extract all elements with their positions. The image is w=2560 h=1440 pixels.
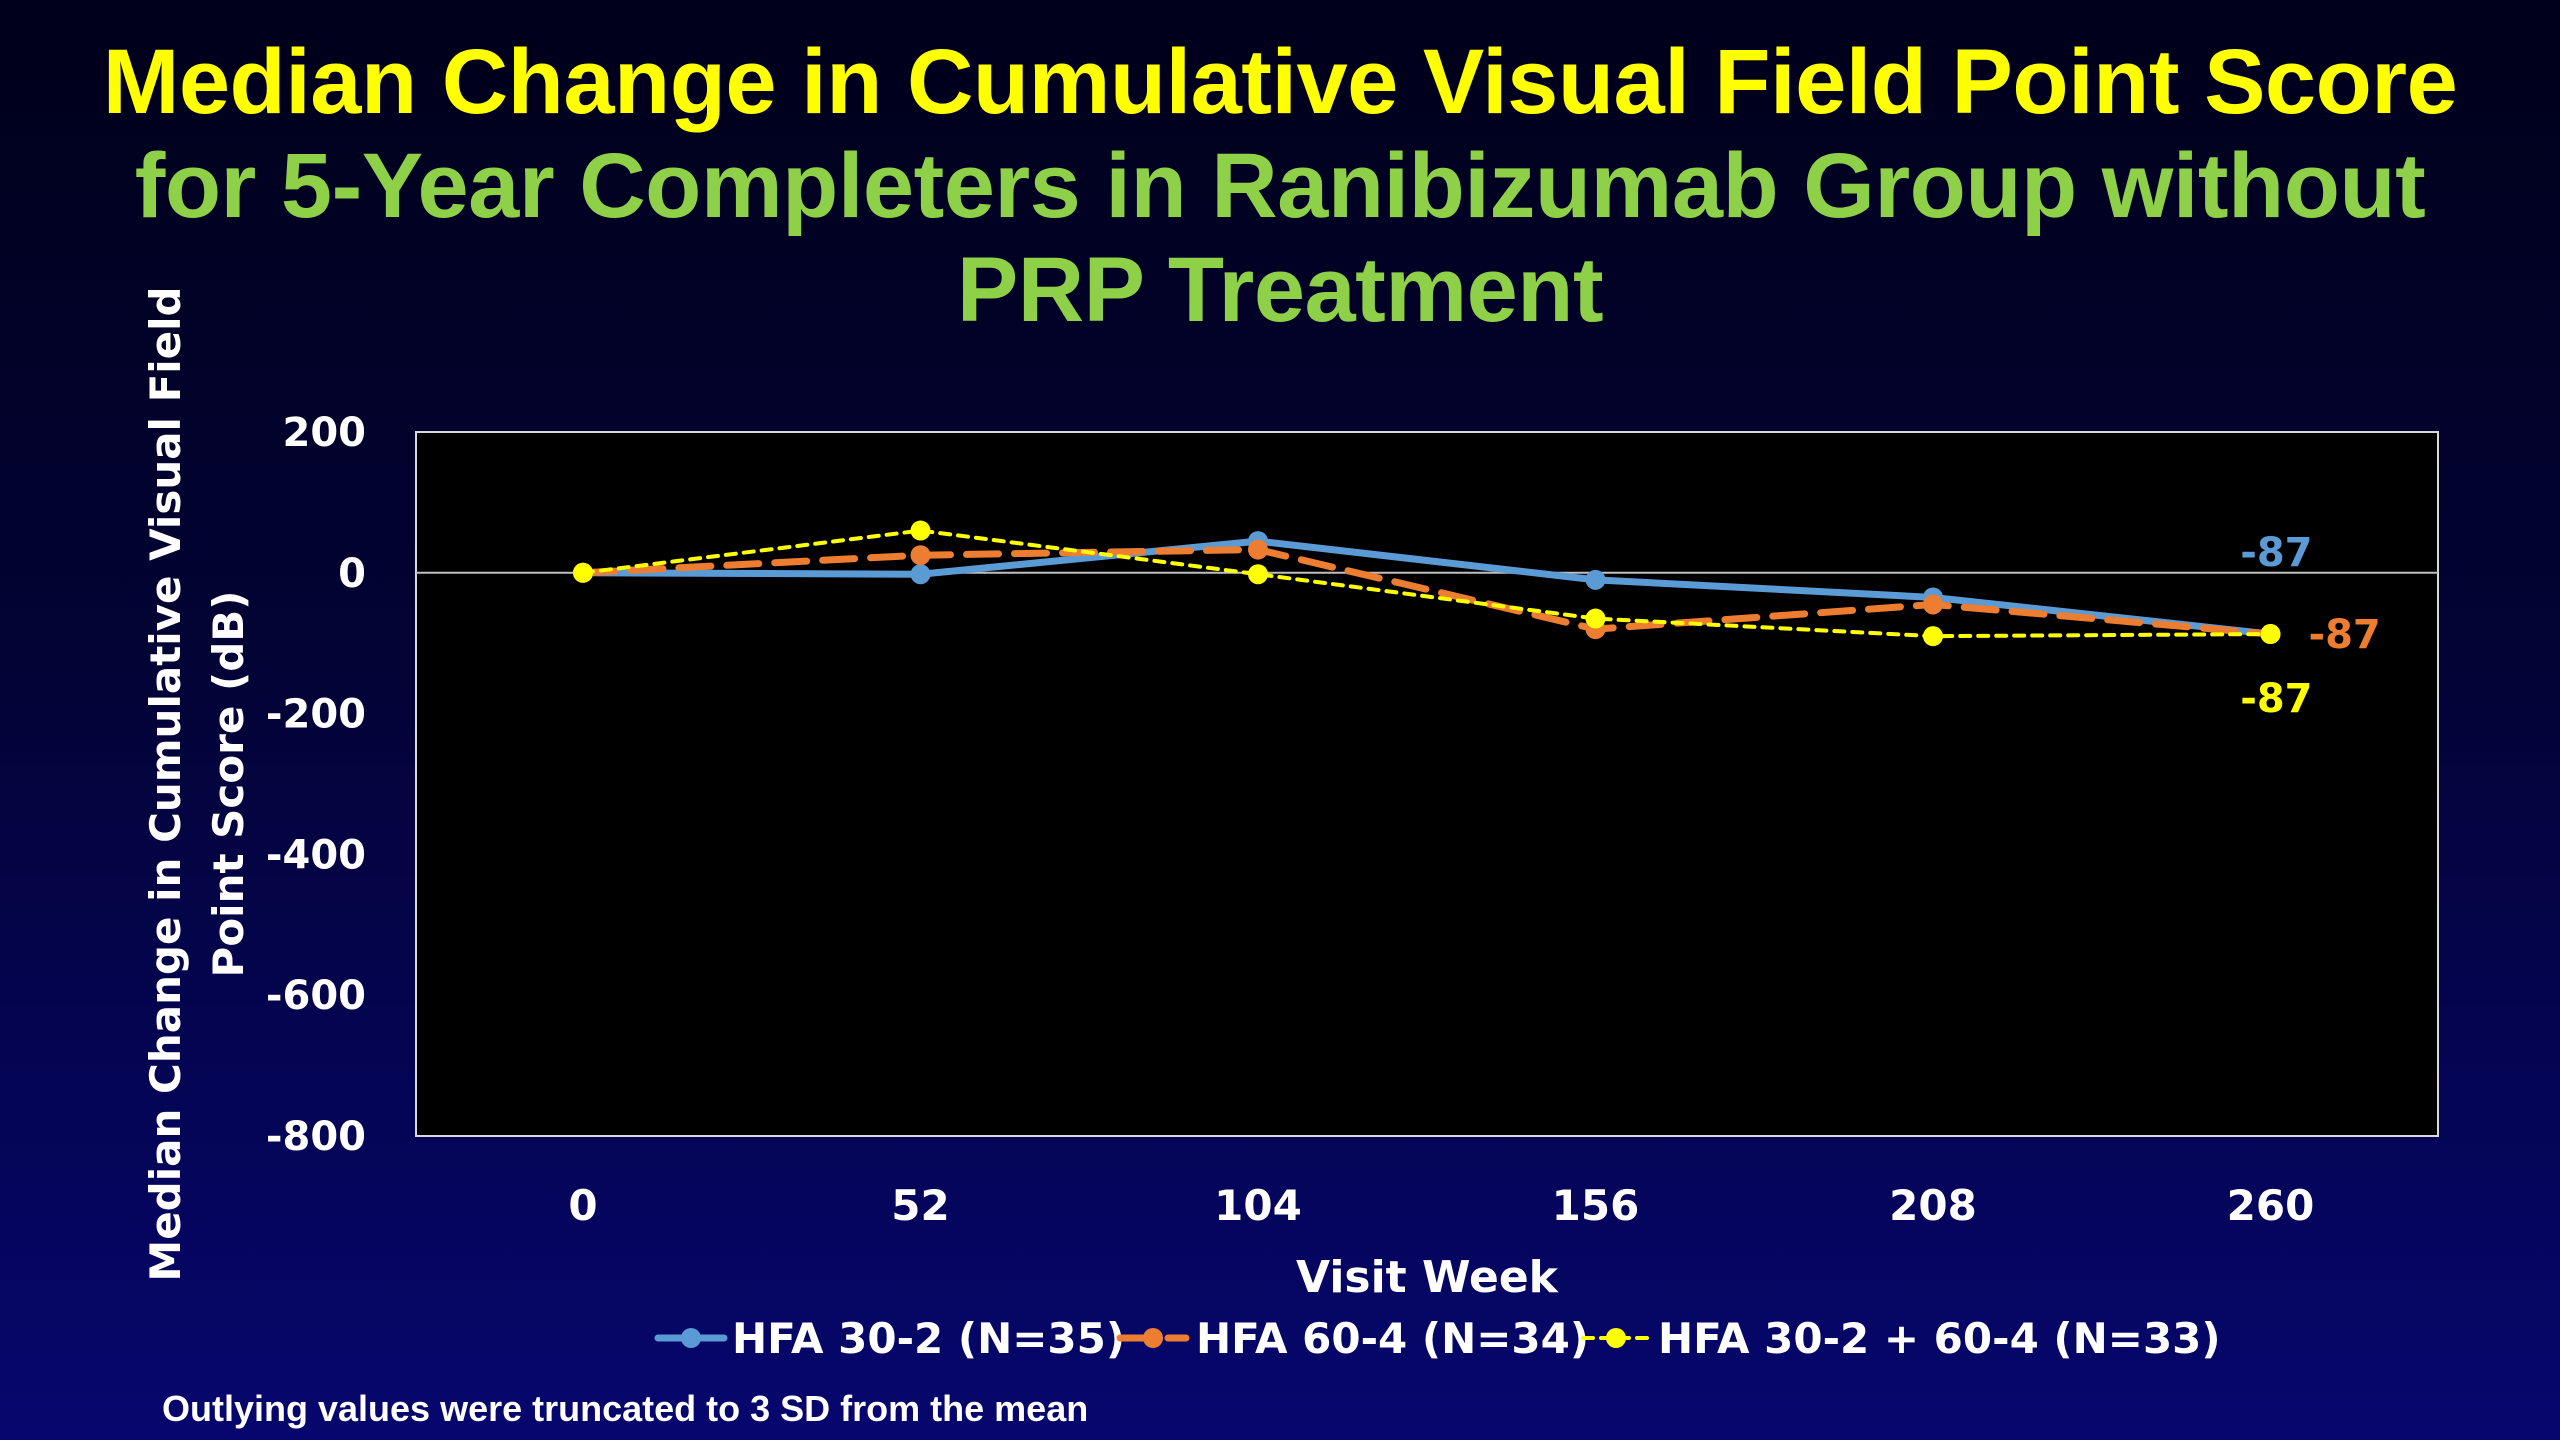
y-tick-label: -800: [266, 1114, 366, 1160]
plot-area: [415, 431, 2439, 1137]
data-point-series-2: [1248, 539, 1268, 560]
y-tick-label: -200: [266, 692, 366, 738]
x-tick-label: 104: [1214, 1181, 1302, 1230]
series-line-1: [579, 537, 2274, 638]
y-tick-label: 200: [283, 410, 367, 456]
legend-label-2: HFA 60-4 (N=34): [1196, 1314, 1589, 1363]
data-point-series-3: [1248, 564, 1268, 585]
legend-marker-3: [1606, 1328, 1626, 1348]
data-point-series-1: [910, 564, 931, 585]
x-axis-title: Visit Week: [1296, 1252, 1560, 1303]
x-tick-label: 0: [568, 1181, 597, 1230]
legend-marker-1: [681, 1328, 701, 1348]
data-point-series-3: [910, 520, 931, 541]
y-axis-title-line: Median Change in Cumulative Visual Field: [141, 286, 190, 1281]
data-point-series-2: [910, 545, 931, 566]
y-axis-title: Median Change in Cumulative Visual Field…: [141, 286, 253, 1281]
x-tick-label: 156: [1552, 1181, 1640, 1230]
data-point-series-2: [1923, 594, 1943, 615]
chart-title: Median Change in Cumulative Visual Field…: [0, 30, 2560, 342]
data-point-series-3: [2260, 624, 2281, 645]
x-tick-label: 52: [891, 1181, 949, 1230]
title-line-2: for 5-Year Completers in Ranibizumab Gro…: [134, 135, 2426, 237]
series-line-3: [581, 528, 2273, 639]
data-point-series-3: [573, 562, 593, 583]
y-tick-label: 0: [338, 551, 366, 597]
end-label-series-3: -87: [2240, 676, 2312, 722]
end-label-series-1: -87: [2240, 530, 2312, 576]
footnote: Outlying values were truncated to 3 SD f…: [162, 1388, 1089, 1429]
data-point-series-1: [1585, 569, 1606, 590]
y-tick-label: -600: [266, 973, 366, 1019]
title-line-3: PRP Treatment: [956, 239, 1604, 341]
y-axis-title-line: Point Score (dB): [204, 591, 253, 978]
title-line-1: Median Change in Cumulative Visual Field…: [102, 31, 2458, 133]
legend-marker-2: [1143, 1328, 1163, 1348]
x-tick-label: 208: [1889, 1181, 1977, 1230]
data-point-series-3: [1923, 626, 1943, 647]
end-label-series-2: -87: [2309, 612, 2381, 658]
x-tick-label: 260: [2227, 1181, 2315, 1230]
data-point-series-3: [1585, 608, 1606, 629]
series-line-2: [579, 546, 2274, 638]
y-tick-label: -400: [266, 832, 366, 878]
legend-label-3: HFA 30-2 + 60-4 (N=33): [1658, 1314, 2221, 1363]
legend-label-1: HFA 30-2 (N=35): [732, 1314, 1125, 1363]
